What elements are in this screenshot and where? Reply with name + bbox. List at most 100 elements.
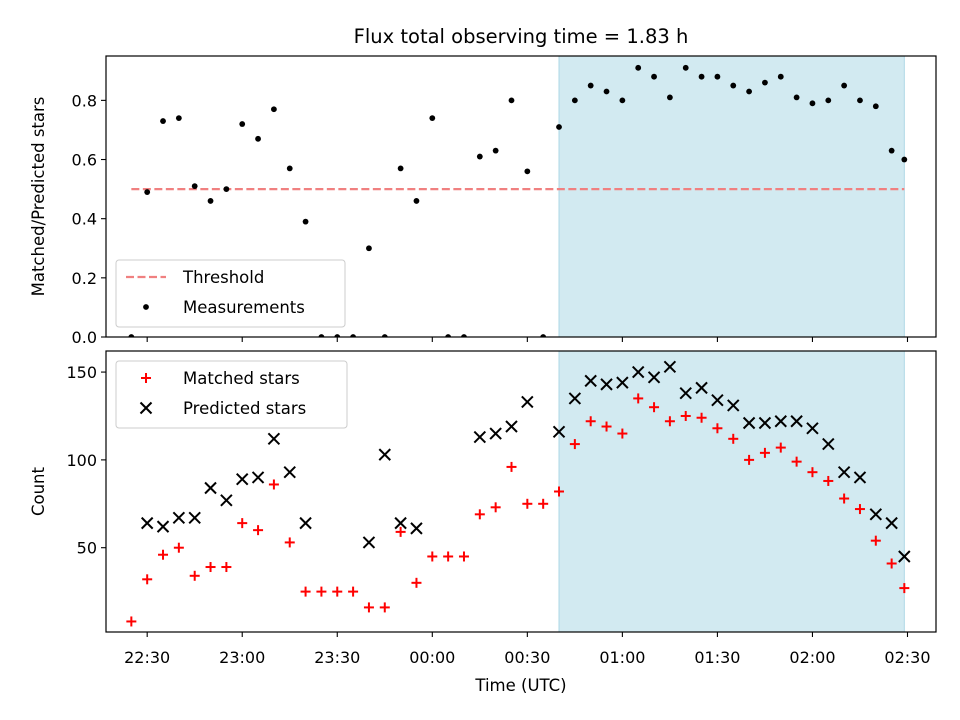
predicted-stars-point <box>236 472 249 486</box>
matched-stars-point <box>237 518 248 529</box>
predicted-stars-point <box>299 516 312 530</box>
y-axis-label: Count <box>29 466 48 516</box>
measurement-point <box>128 334 135 337</box>
matched-stars-point <box>633 393 644 404</box>
predicted-stars-point <box>711 393 724 407</box>
legend-frame <box>115 259 346 328</box>
predicted-stars-point <box>473 430 487 444</box>
measurement-point <box>571 97 578 104</box>
measurement-point <box>603 88 610 95</box>
legend: Threshold Measurements <box>115 259 346 328</box>
predicted-stars-point <box>837 465 851 479</box>
matched-stars-point <box>253 525 264 536</box>
x-tick-label: 02:30 <box>884 648 930 667</box>
predicted-stars-point <box>727 399 740 412</box>
measurement-point <box>334 334 341 337</box>
x-tick-label: 00:30 <box>504 648 550 667</box>
measurement-point <box>508 97 515 104</box>
matched-stars-point <box>728 433 739 444</box>
matched-stars-point <box>854 504 865 515</box>
x-tick-label: 01:00 <box>599 648 645 667</box>
measurement-point <box>901 156 908 163</box>
measurement-point <box>746 88 752 95</box>
predicted-stars-point <box>251 471 265 484</box>
predicted-stars-point <box>188 511 201 525</box>
matched-stars-point <box>379 602 390 613</box>
matched-stars-point <box>744 454 755 465</box>
predicted-stars-point <box>898 550 911 563</box>
measurement-point <box>191 183 198 190</box>
matched-stars-point <box>712 423 723 434</box>
measurement-point <box>857 97 863 104</box>
predicted-stars-point <box>204 481 217 495</box>
x-tick-label: 00:00 <box>409 648 455 667</box>
predicted-stars-point <box>647 371 661 384</box>
matched-stars-point <box>458 551 469 562</box>
plot-area <box>128 56 908 337</box>
matched-stars-point <box>823 475 834 486</box>
matched-stars-point <box>759 447 770 458</box>
predicted-stars-point <box>521 395 534 409</box>
measurement-point <box>144 189 151 195</box>
measurement-point <box>445 334 452 337</box>
measurement-point <box>429 115 436 122</box>
measurement-point <box>777 73 784 80</box>
matched-stars-point <box>870 535 881 546</box>
matched-stars-point <box>617 428 628 439</box>
matched-stars-point <box>411 577 422 588</box>
predicted-stars-point <box>568 392 582 405</box>
predicted-stars-point <box>758 416 772 430</box>
y-tick-label: 50 <box>77 539 97 558</box>
matched-stars-point <box>332 586 343 597</box>
measurement-point <box>461 334 467 337</box>
measurement-point <box>255 135 261 142</box>
matched-stars-point <box>680 410 691 421</box>
measurement-point <box>872 103 879 110</box>
measurement-point <box>524 168 531 175</box>
predicted-stars-point <box>394 516 407 530</box>
measurement-point <box>271 106 277 113</box>
measurement-point <box>825 97 832 104</box>
matched-stars-point <box>300 586 311 597</box>
y-tick-label: 100 <box>66 451 97 470</box>
measurement-point <box>556 124 562 130</box>
matched-stars-point <box>506 461 517 472</box>
predicted-stars-point <box>885 516 898 530</box>
legend-measurement-swatch <box>143 304 149 310</box>
measurement-point <box>682 64 689 71</box>
measurement-point <box>651 73 657 80</box>
measurement-point <box>413 198 420 204</box>
predicted-stars-point <box>790 415 803 428</box>
predicted-stars-point <box>853 471 867 484</box>
matched-stars-point <box>443 551 454 562</box>
measurement-point <box>476 153 483 160</box>
predicted-stars-point <box>742 416 756 430</box>
predicted-stars-point <box>156 520 170 533</box>
legend-label: Measurements <box>183 298 305 317</box>
y-tick-label: 0.6 <box>72 151 97 170</box>
predicted-stars-point <box>632 365 645 379</box>
x-tick-label: 23:30 <box>314 648 360 667</box>
matched-stars-point <box>569 439 580 450</box>
matched-stars-point <box>158 549 169 560</box>
predicted-stars-point <box>552 425 566 438</box>
matched-stars-point <box>775 442 786 453</box>
legend-label: Matched stars <box>183 369 300 388</box>
measurement-point <box>350 334 356 337</box>
legend-predicted-swatch <box>139 401 153 415</box>
measurement-point <box>381 334 388 337</box>
matched-stars-point <box>664 416 675 427</box>
matched-stars-point <box>268 479 279 490</box>
measurement-point <box>730 82 737 89</box>
measurement-point <box>397 165 404 172</box>
y-tick-label: 0.8 <box>72 91 97 110</box>
panel-top: 0.0 0.2 0.4 0.6 0.8 Matched/Predicted stars Th… <box>29 55 937 347</box>
measurement-point <box>619 97 626 104</box>
matched-stars-point <box>538 498 549 509</box>
predicted-stars-point <box>378 448 391 461</box>
matched-stars-point <box>886 558 897 569</box>
predicted-stars-point <box>220 494 233 507</box>
observing-window-shade <box>558 56 905 337</box>
measurement-point <box>207 198 214 204</box>
predicted-stars-point <box>283 465 296 479</box>
